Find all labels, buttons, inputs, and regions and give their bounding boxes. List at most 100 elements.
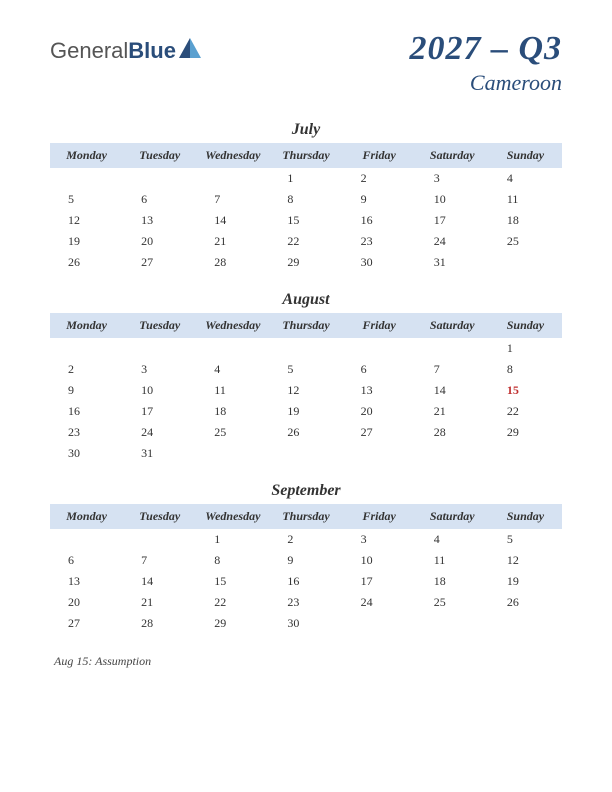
day-cell bbox=[489, 252, 562, 273]
day-cell: 6 bbox=[343, 359, 416, 380]
day-cell: 1 bbox=[269, 168, 342, 189]
day-header: Wednesday bbox=[196, 313, 269, 338]
table-row: 16171819202122 bbox=[50, 401, 562, 422]
day-cell: 29 bbox=[269, 252, 342, 273]
day-cell: 28 bbox=[416, 422, 489, 443]
day-cell: 12 bbox=[50, 210, 123, 231]
table-row: 20212223242526 bbox=[50, 592, 562, 613]
day-header: Thursday bbox=[269, 143, 342, 168]
day-header: Wednesday bbox=[196, 143, 269, 168]
day-header: Saturday bbox=[416, 143, 489, 168]
month-title: July bbox=[50, 121, 562, 139]
country-title: Cameroon bbox=[409, 70, 562, 96]
day-header: Sunday bbox=[489, 313, 562, 338]
day-header: Saturday bbox=[416, 313, 489, 338]
day-header: Friday bbox=[343, 143, 416, 168]
day-cell: 1 bbox=[196, 529, 269, 550]
day-cell: 25 bbox=[196, 422, 269, 443]
day-cell: 23 bbox=[50, 422, 123, 443]
day-cell: 19 bbox=[50, 231, 123, 252]
day-cell: 22 bbox=[489, 401, 562, 422]
day-cell: 15 bbox=[489, 380, 562, 401]
day-cell: 30 bbox=[50, 443, 123, 464]
day-cell: 30 bbox=[269, 613, 342, 634]
day-cell: 24 bbox=[343, 592, 416, 613]
table-row: 262728293031 bbox=[50, 252, 562, 273]
holiday-list: Aug 15: Assumption bbox=[50, 654, 562, 669]
day-cell bbox=[343, 338, 416, 359]
logo-text-1: General bbox=[50, 38, 128, 64]
month-block: July MondayTuesdayWednesdayThursdayFriday… bbox=[50, 121, 562, 273]
day-cell: 5 bbox=[489, 529, 562, 550]
day-cell bbox=[123, 338, 196, 359]
day-cell: 8 bbox=[196, 550, 269, 571]
day-cell: 20 bbox=[343, 401, 416, 422]
logo: GeneralBlue bbox=[50, 38, 201, 64]
day-cell: 23 bbox=[269, 592, 342, 613]
day-cell bbox=[343, 613, 416, 634]
day-cell bbox=[416, 613, 489, 634]
day-cell: 28 bbox=[196, 252, 269, 273]
day-cell: 17 bbox=[343, 571, 416, 592]
table-row: 3031 bbox=[50, 443, 562, 464]
day-cell: 18 bbox=[196, 401, 269, 422]
day-cell bbox=[416, 338, 489, 359]
day-cell: 9 bbox=[50, 380, 123, 401]
day-cell: 10 bbox=[416, 189, 489, 210]
day-cell: 12 bbox=[269, 380, 342, 401]
day-cell: 30 bbox=[343, 252, 416, 273]
day-cell: 16 bbox=[343, 210, 416, 231]
calendar-table: MondayTuesdayWednesdayThursdayFridaySatu… bbox=[50, 143, 562, 273]
day-cell bbox=[123, 168, 196, 189]
day-cell: 21 bbox=[196, 231, 269, 252]
table-row: 12345 bbox=[50, 529, 562, 550]
day-cell: 2 bbox=[343, 168, 416, 189]
table-row: 13141516171819 bbox=[50, 571, 562, 592]
day-cell: 19 bbox=[489, 571, 562, 592]
day-cell: 5 bbox=[269, 359, 342, 380]
day-cell bbox=[196, 338, 269, 359]
day-cell bbox=[50, 338, 123, 359]
day-cell: 13 bbox=[50, 571, 123, 592]
day-cell bbox=[269, 338, 342, 359]
table-row: 23242526272829 bbox=[50, 422, 562, 443]
day-cell: 22 bbox=[269, 231, 342, 252]
day-cell: 18 bbox=[489, 210, 562, 231]
logo-text-2: Blue bbox=[128, 38, 176, 64]
day-cell bbox=[269, 443, 342, 464]
day-cell: 16 bbox=[269, 571, 342, 592]
day-cell: 15 bbox=[196, 571, 269, 592]
day-cell: 1 bbox=[489, 338, 562, 359]
day-cell: 7 bbox=[123, 550, 196, 571]
day-cell: 15 bbox=[269, 210, 342, 231]
day-header: Wednesday bbox=[196, 504, 269, 529]
day-cell bbox=[489, 443, 562, 464]
table-row: 12131415161718 bbox=[50, 210, 562, 231]
day-cell: 24 bbox=[123, 422, 196, 443]
day-cell: 27 bbox=[123, 252, 196, 273]
day-cell bbox=[416, 443, 489, 464]
table-row: 1 bbox=[50, 338, 562, 359]
calendar-container: July MondayTuesdayWednesdayThursdayFriday… bbox=[50, 121, 562, 634]
day-cell: 12 bbox=[489, 550, 562, 571]
day-cell: 4 bbox=[416, 529, 489, 550]
day-cell: 27 bbox=[50, 613, 123, 634]
day-cell: 9 bbox=[343, 189, 416, 210]
day-cell: 9 bbox=[269, 550, 342, 571]
day-cell: 10 bbox=[123, 380, 196, 401]
day-cell bbox=[343, 443, 416, 464]
day-cell: 11 bbox=[196, 380, 269, 401]
day-cell: 19 bbox=[269, 401, 342, 422]
day-header: Tuesday bbox=[123, 143, 196, 168]
day-cell: 26 bbox=[50, 252, 123, 273]
day-cell: 24 bbox=[416, 231, 489, 252]
month-title: August bbox=[50, 291, 562, 309]
day-cell: 16 bbox=[50, 401, 123, 422]
table-row: 27282930 bbox=[50, 613, 562, 634]
day-cell: 2 bbox=[50, 359, 123, 380]
day-cell bbox=[196, 168, 269, 189]
header: GeneralBlue 2027 – Q3 Cameroon bbox=[50, 30, 562, 96]
day-cell: 3 bbox=[343, 529, 416, 550]
day-header: Thursday bbox=[269, 313, 342, 338]
day-cell: 25 bbox=[416, 592, 489, 613]
